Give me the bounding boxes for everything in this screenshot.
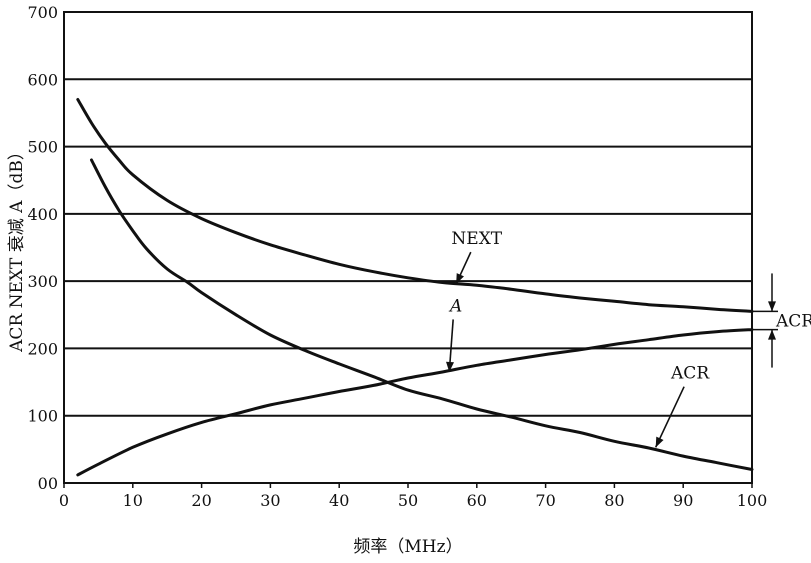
y-tick-label: 600: [27, 70, 58, 89]
series-acr-line: [90, 158, 754, 471]
x-tick-label: 50: [398, 491, 418, 510]
y-tick-label: 200: [27, 339, 58, 358]
y-axis-title: ACR NEXT 衰减 A（dB）: [7, 143, 27, 353]
x-tick-label: 80: [604, 491, 624, 510]
annotations: NEXT A ACR: [446, 229, 710, 448]
x-tick-label: 30: [260, 491, 280, 510]
arrowhead-down-icon: [768, 301, 776, 312]
x-tick-labels: 0 10 20 30 40 50 60 70 80 90 100: [59, 483, 767, 510]
arrowhead-icon: [655, 436, 664, 448]
arrowhead-icon: [456, 273, 464, 284]
annotation-next-label: NEXT: [451, 229, 502, 249]
annotation-arrow: [654, 386, 685, 448]
series-lines: [76, 98, 754, 477]
x-tick-label: 40: [329, 491, 349, 510]
series-next-line: [76, 98, 754, 313]
x-tick-label: 10: [123, 491, 143, 510]
bracket-acr-label: ACR: [775, 312, 811, 332]
y-tick-label: 400: [27, 205, 58, 224]
plot-frame: [63, 11, 753, 484]
y-tick-label: 700: [27, 3, 58, 22]
y-tick-label: 100: [27, 407, 58, 426]
x-tick-label: 0: [59, 491, 69, 510]
x-tick-label: 70: [535, 491, 555, 510]
annotation-acr-label: ACR: [670, 364, 710, 384]
y-tick-label: 300: [27, 272, 58, 291]
x-tick-label: 90: [673, 491, 693, 510]
y-tick-label: 500: [27, 138, 58, 157]
y-tick-labels: 00 100 200 300 400 500 600 700: [27, 3, 58, 493]
acr-bracket: ACR: [752, 273, 811, 368]
x-tick-label: 20: [191, 491, 211, 510]
x-tick-label: 100: [737, 491, 768, 510]
annotation-a-label: A: [448, 296, 462, 316]
x-tick-label: 60: [467, 491, 487, 510]
x-axis-title: 频率（MHz）: [353, 537, 462, 557]
arrowhead-up-icon: [768, 329, 776, 340]
y-tick-label: 00: [38, 474, 58, 493]
gridlines: [64, 78, 752, 417]
series-a-line: [76, 328, 754, 477]
arrowhead-icon: [446, 361, 455, 372]
